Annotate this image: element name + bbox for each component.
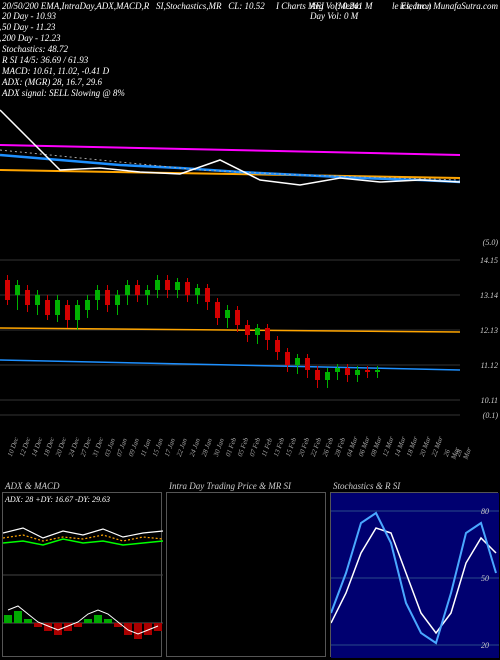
svg-text:20: 20 (481, 641, 489, 650)
macd-label: MACD: 10.61, 11.02, -0.41 D (2, 66, 109, 76)
ema20-label: 20 Day - 10.93 (2, 11, 56, 21)
price-chart (0, 240, 500, 430)
svg-text:80: 80 (481, 507, 489, 516)
ema50-label: 50 Day - 11.23 (2, 22, 55, 32)
intraday-panel: Intra Day Trading Price & MR SI (166, 492, 326, 657)
adx-label: ADX: (MGR) 28, 16.7, 29.6 (2, 77, 102, 87)
day-vol: Day Vol: 0 M (310, 11, 358, 21)
avg-vol: Avg Vol: 0.241 M (310, 1, 373, 11)
ema-chart (0, 100, 460, 220)
stoch-label: Stochastics: 48.72 (2, 44, 68, 54)
header-line-1: 20/50/200 EMA,IntraDay,ADX,MACD,R SI,Sto… (2, 1, 361, 11)
close-price: CL: 10.52 (228, 1, 265, 11)
rsi-label: R SI 14/5: 36.69 / 61.93 (2, 55, 88, 65)
ema200-label: 200 Day - 12.23 (2, 33, 61, 43)
adx-macd-panel: ADX & MACD ADX: 28 +DY: 16.67 -DY: 29.63 (2, 492, 162, 657)
date-axis: 10 Dec12 Dec14 Dec18 Dec20 Dec24 Dec27 D… (0, 455, 460, 475)
indicators-label: 20/50/200 EMA,IntraDay,ADX,MACD,R (2, 1, 149, 11)
svg-text:50: 50 (481, 574, 489, 583)
adx-signal: ADX signal: SELL Slowing @ 8% (2, 88, 125, 98)
stochastics-panel: Stochastics & R SI 805020 (330, 492, 498, 657)
